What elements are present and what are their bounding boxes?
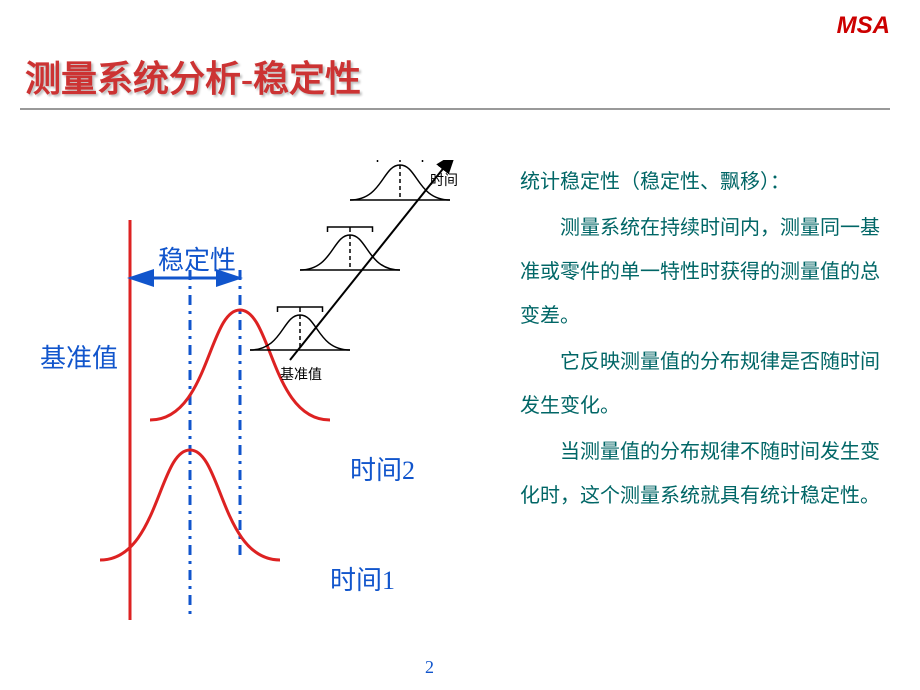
title-underline	[20, 108, 890, 110]
slide-title: 测量系统分析-稳定性	[25, 50, 361, 102]
label-time2: 时间2	[350, 450, 415, 487]
stability-diagram: 稳定性基准值时间2 时间1 时间基准值	[20, 160, 480, 660]
label-small-ref: 基准值	[280, 364, 322, 384]
label-reference: 基准值	[40, 338, 118, 375]
label-time1: 时间1	[330, 560, 395, 597]
body-paragraph: 统计稳定性（稳定性、飘移）：	[520, 160, 890, 204]
body-paragraph: 测量系统在持续时间内，测量同一基准或零件的单一特性时获得的测量值的总变差。	[520, 206, 890, 338]
label-stability: 稳定性	[158, 240, 236, 277]
body-paragraph: 当测量值的分布规律不随时间发生变化时，这个测量系统就具有统计稳定性。	[520, 430, 890, 518]
label-small-time: 时间	[430, 170, 458, 190]
page-number: 2	[425, 657, 434, 678]
logo: MSA	[837, 12, 890, 40]
body-paragraph: 它反映测量值的分布规律是否随时间发生变化。	[520, 340, 890, 428]
body-text: 统计稳定性（稳定性、飘移）： 测量系统在持续时间内，测量同一基准或零件的单一特性…	[520, 160, 890, 520]
diagram-svg	[20, 160, 480, 660]
